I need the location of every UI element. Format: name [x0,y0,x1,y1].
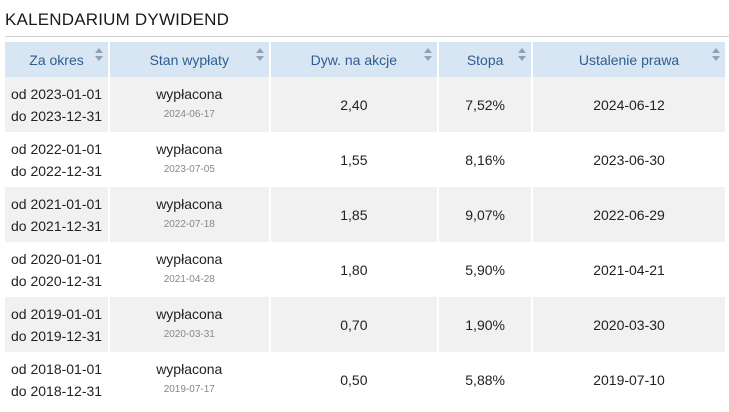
table-row: od 2021-01-01 do 2021-12-31 wypłacona 2022… [5,187,725,242]
period-cell: od 2021-01-01 do 2021-12-31 [5,187,108,242]
payment-date: 2019-07-17 [163,384,215,395]
period-to: do 2018-12-31 [11,382,103,399]
column-header-status[interactable]: Stan wypłaty [110,42,269,77]
period-from: od 2021-01-01 [11,195,103,212]
sort-arrows-icon[interactable] [255,48,264,61]
dividend-cell: 1,85 [270,187,438,242]
period-from: od 2022-01-01 [11,140,103,157]
payment-date: 2021-04-28 [163,274,215,285]
period-from: od 2023-01-01 [11,85,103,102]
column-header-label: Ustalenie prawa [578,51,680,68]
sort-arrows-icon[interactable] [95,48,103,61]
period-cell: od 2020-01-01 do 2020-12-31 [5,242,108,297]
table-row: od 2022-01-01 do 2022-12-31 wypłacona 2023… [5,132,725,187]
payment-status: wypłacona [156,361,223,377]
yield-cell: 7,52% [439,77,532,132]
yield-cell: 5,88% [439,352,532,407]
table-row: od 2019-01-01 do 2019-12-31 wypłacona 2020… [5,297,725,352]
payment-date: 2020-03-31 [163,329,215,340]
status-cell: wypłacona 2023-07-05 [110,132,269,187]
table-row: od 2023-01-01 do 2023-12-31 wypłacona 2024… [5,77,725,132]
yield-cell: 8,16% [439,132,532,187]
sort-arrows-icon[interactable] [424,48,433,61]
payment-status: wypłacona [156,251,223,267]
period-to: do 2019-12-31 [11,327,103,344]
period-cell: od 2019-01-01 do 2019-12-31 [5,297,108,352]
column-header-period[interactable]: Za okres [5,42,108,77]
payment-status: wypłacona [156,141,223,157]
dividend-cell: 0,50 [270,352,438,407]
period-to: do 2020-12-31 [11,272,103,289]
sort-arrows-icon[interactable] [712,48,720,61]
yield-cell: 9,07% [439,187,532,242]
period-cell: od 2018-01-01 do 2018-12-31 [5,352,108,407]
title-divider [5,36,729,37]
yield-cell: 1,90% [439,297,532,352]
status-cell: wypłacona 2019-07-17 [110,352,269,407]
period-cell: od 2022-01-01 do 2022-12-31 [5,132,108,187]
period-from: od 2018-01-01 [11,360,103,377]
column-header-record-date[interactable]: Ustalenie prawa [533,42,725,77]
dividend-cell: 2,40 [270,77,438,132]
section-title: KALENDARIUM DYWIDEND [5,10,230,29]
period-cell: od 2023-01-01 do 2023-12-31 [5,77,108,132]
column-header-label: Za okres [29,51,84,68]
status-cell: wypłacona 2020-03-31 [110,297,269,352]
record-date-cell: 2021-04-21 [533,242,725,297]
payment-status: wypłacona [156,86,223,102]
period-to: do 2021-12-31 [11,217,103,234]
sort-arrows-icon[interactable] [518,48,527,61]
period-from: od 2019-01-01 [11,305,103,322]
record-date-cell: 2024-06-12 [533,77,725,132]
payment-status: wypłacona [156,306,223,322]
yield-cell: 5,90% [439,242,532,297]
period-to: do 2022-12-31 [11,162,103,179]
payment-date: 2024-06-17 [163,109,215,120]
column-header-dividend[interactable]: Dyw. na akcje [270,42,438,77]
status-cell: wypłacona 2022-07-18 [110,187,269,242]
record-date-cell: 2019-07-10 [533,352,725,407]
table-row: od 2018-01-01 do 2018-12-31 wypłacona 2019… [5,352,725,407]
payment-date: 2022-07-18 [163,219,215,230]
table-header-row: Za okres Stan wypłaty Dyw. na akcje Stop… [5,42,725,77]
dividend-calendar-table: Za okres Stan wypłaty Dyw. na akcje Stop… [3,42,727,407]
column-header-label: Dyw. na akcje [310,51,398,68]
table-row: od 2020-01-01 do 2020-12-31 wypłacona 2021… [5,242,725,297]
dividend-cell: 0,70 [270,297,438,352]
status-cell: wypłacona 2024-06-17 [110,77,269,132]
column-header-label: Stan wypłaty [149,51,229,68]
column-header-yield[interactable]: Stopa [439,42,532,77]
payment-date: 2023-07-05 [163,164,215,175]
status-cell: wypłacona 2021-04-28 [110,242,269,297]
period-from: od 2020-01-01 [11,250,103,267]
dividend-cell: 1,55 [270,132,438,187]
record-date-cell: 2020-03-30 [533,297,725,352]
record-date-cell: 2022-06-29 [533,187,725,242]
period-to: do 2023-12-31 [11,107,103,124]
dividend-cell: 1,80 [270,242,438,297]
record-date-cell: 2023-06-30 [533,132,725,187]
column-header-label: Stopa [466,51,504,68]
payment-status: wypłacona [156,196,223,212]
